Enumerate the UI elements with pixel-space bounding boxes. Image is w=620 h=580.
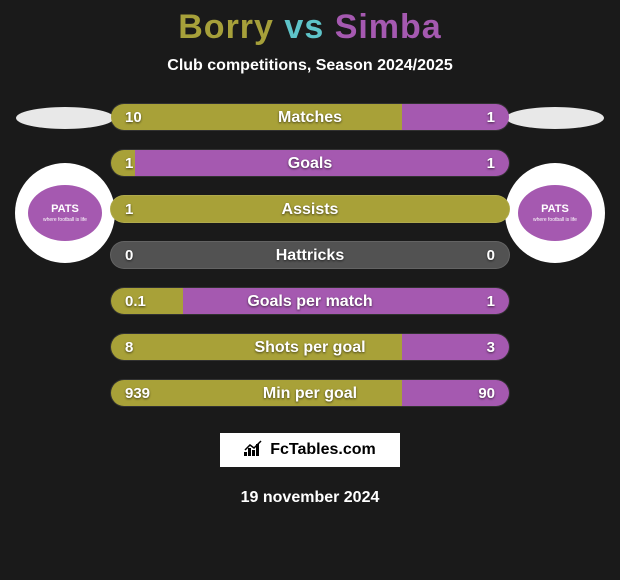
stat-right-value: 1: [487, 155, 495, 172]
badge-text: PATS: [51, 203, 79, 215]
stat-row: 1Assists: [110, 195, 510, 223]
team-badge-right: PATS where football is life: [505, 163, 605, 263]
stat-left-value: 0.1: [125, 293, 146, 310]
player1-name: Borry: [178, 8, 274, 46]
page-title: Borry vs Simba: [0, 8, 620, 47]
stats-card: Borry vs Simba Club competitions, Season…: [0, 0, 620, 507]
player2-name: Simba: [335, 8, 442, 46]
main-content: PATS where football is life PATS where f…: [0, 103, 620, 407]
left-team-logo-wrap: PATS where football is life: [10, 103, 120, 263]
ellipse-decoration: [506, 107, 604, 129]
stat-right-value: 0: [487, 247, 495, 264]
bar-left: 1: [111, 196, 509, 222]
stats-bars: 101Matches11Goals1Assists00Hattricks0.11…: [110, 103, 510, 407]
right-team-logo-wrap: PATS where football is life: [500, 103, 610, 263]
stat-row: 101Matches: [110, 103, 510, 131]
stat-right-value: 1: [487, 109, 495, 126]
stat-row: 83Shots per goal: [110, 333, 510, 361]
badge-inner-right: PATS where football is life: [518, 185, 592, 241]
bar-left: 939: [111, 380, 402, 406]
stat-row: 11Goals: [110, 149, 510, 177]
team-badge-left: PATS where football is life: [15, 163, 115, 263]
bar-right: 1: [402, 104, 509, 130]
bar-right: 1: [135, 150, 509, 176]
footer-date: 19 november 2024: [0, 489, 620, 507]
stat-right-value: 90: [478, 385, 495, 402]
stat-left-value: 10: [125, 109, 142, 126]
bar-left: 10: [111, 104, 402, 130]
bar-right: 3: [402, 334, 509, 360]
brand-footer: FcTables.com: [220, 433, 400, 467]
stat-right-value: 1: [487, 293, 495, 310]
brand-text: FcTables.com: [270, 441, 376, 459]
subtitle: Club competitions, Season 2024/2025: [0, 57, 620, 75]
ellipse-decoration: [16, 107, 114, 129]
bar-left: 0.1: [111, 288, 183, 314]
stat-left-value: 939: [125, 385, 150, 402]
stat-left-value: 1: [125, 201, 133, 218]
bar-right: 0: [310, 242, 509, 268]
brand-icon: [244, 440, 264, 461]
bar-right: 1: [183, 288, 509, 314]
stat-row: 0.11Goals per match: [110, 287, 510, 315]
bar-left: 8: [111, 334, 402, 360]
bar-right: 90: [402, 380, 509, 406]
bar-left: 1: [111, 150, 135, 176]
badge-text: PATS: [541, 203, 569, 215]
badge-subtext: where football is life: [533, 217, 577, 223]
bar-left: 0: [111, 242, 310, 268]
badge-subtext: where football is life: [43, 217, 87, 223]
stat-row: 93990Min per goal: [110, 379, 510, 407]
stat-right-value: 3: [487, 339, 495, 356]
stat-left-value: 0: [125, 247, 133, 264]
stat-left-value: 1: [125, 155, 133, 172]
stat-left-value: 8: [125, 339, 133, 356]
vs-text: vs: [284, 8, 324, 46]
badge-inner-left: PATS where football is life: [28, 185, 102, 241]
stat-row: 00Hattricks: [110, 241, 510, 269]
